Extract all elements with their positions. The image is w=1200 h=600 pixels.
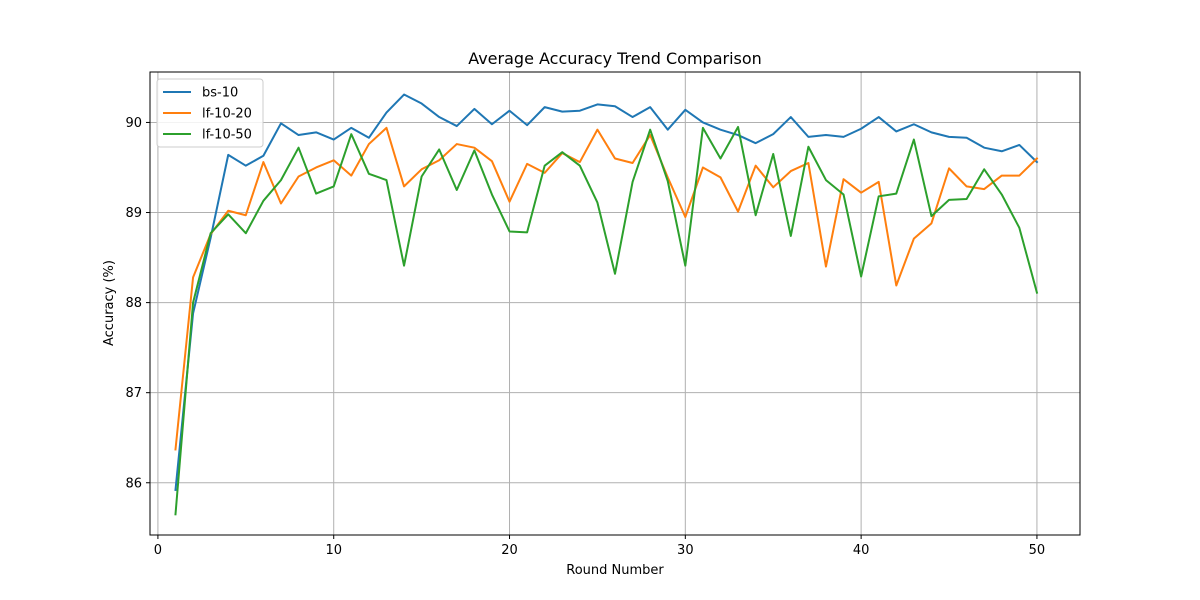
series-line-lf-10-50 [174,125,1039,516]
y-tick-label: 90 [125,116,142,131]
series-line-lf-10-20 [174,126,1039,451]
x-axis-label: Round Number [566,563,664,578]
legend-label: lf-10-20 [202,107,252,122]
x-tick-label: 50 [1029,543,1046,558]
y-axis-label: Accuracy (%) [102,260,117,346]
legend-label: bs-10 [202,86,238,101]
series-layer [174,93,1039,516]
legend-label: lf-10-50 [202,128,252,143]
y-axis-ticks: 86 87 88 89 90 [125,116,150,491]
y-tick-label: 86 [125,476,142,491]
series-line-bs-10 [174,93,1039,492]
x-tick-label: 40 [853,543,870,558]
x-tick-label: 10 [325,543,342,558]
x-tick-label: 0 [154,543,162,558]
legend-box [156,78,264,148]
x-axis-ticks: 0 10 20 30 40 50 [154,535,1045,558]
chart-title: Average Accuracy Trend Comparison [468,49,762,68]
y-tick-label: 89 [125,206,142,221]
x-tick-label: 30 [677,543,694,558]
y-tick-label: 88 [125,296,142,311]
legend: bs-10 lf-10-20 lf-10-50 [156,78,264,148]
legend-items: bs-10 lf-10-20 lf-10-50 [163,86,252,143]
y-tick-label: 87 [125,386,142,401]
x-tick-label: 20 [501,543,518,558]
plot-frame [149,71,1081,536]
grid-lines [150,72,1080,535]
